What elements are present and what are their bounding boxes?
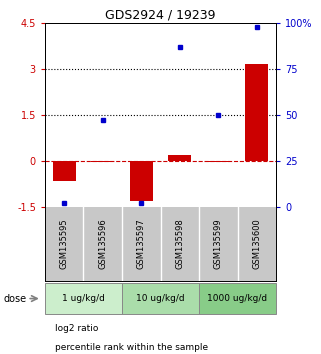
Bar: [122, 283, 199, 314]
Text: GSM135599: GSM135599: [214, 219, 223, 269]
Text: GSM135598: GSM135598: [175, 218, 184, 269]
Bar: [91, 161, 114, 162]
Bar: [207, 161, 230, 162]
Bar: [245, 64, 268, 161]
Bar: [45, 283, 122, 314]
Bar: [45, 347, 48, 348]
Bar: [168, 155, 191, 161]
Text: GSM135597: GSM135597: [137, 218, 146, 269]
Text: log2 ratio: log2 ratio: [55, 324, 98, 333]
Text: 10 ug/kg/d: 10 ug/kg/d: [136, 294, 185, 303]
Bar: [45, 328, 48, 329]
Title: GDS2924 / 19239: GDS2924 / 19239: [105, 9, 216, 22]
Text: percentile rank within the sample: percentile rank within the sample: [55, 343, 208, 352]
Text: GSM135595: GSM135595: [60, 219, 69, 269]
Text: GSM135596: GSM135596: [98, 218, 107, 269]
Text: 1000 ug/kg/d: 1000 ug/kg/d: [207, 294, 268, 303]
Text: 1 ug/kg/d: 1 ug/kg/d: [62, 294, 105, 303]
Text: GSM135600: GSM135600: [252, 218, 261, 269]
Bar: [199, 283, 276, 314]
Bar: [53, 161, 76, 181]
Bar: [130, 161, 153, 201]
Text: dose: dose: [3, 293, 26, 304]
